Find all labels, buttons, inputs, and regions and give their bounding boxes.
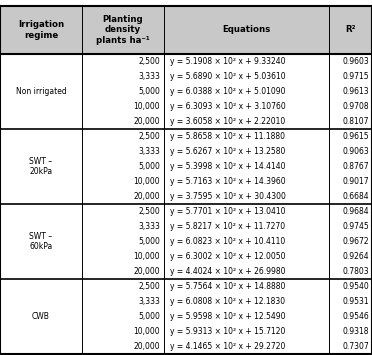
Text: y = 5.6267 × 10² x + 13.2580: y = 5.6267 × 10² x + 13.2580 (170, 147, 285, 156)
Text: 5,000: 5,000 (138, 87, 160, 96)
Text: 10,000: 10,000 (134, 177, 160, 186)
Text: y = 3.7595 × 10² x + 30.4300: y = 3.7595 × 10² x + 30.4300 (170, 192, 286, 201)
Text: 0.9708: 0.9708 (342, 102, 369, 111)
Text: 20,000: 20,000 (134, 192, 160, 201)
Text: 0.7803: 0.7803 (342, 267, 369, 276)
Text: 0.9264: 0.9264 (342, 252, 369, 261)
Text: Irrigation
regime: Irrigation regime (18, 20, 64, 40)
Text: Planting
density
plants ha⁻¹: Planting density plants ha⁻¹ (96, 15, 150, 45)
Text: 10,000: 10,000 (134, 102, 160, 111)
Text: y = 5.7564 × 10² x + 14.8880: y = 5.7564 × 10² x + 14.8880 (170, 282, 285, 291)
Text: 0.9613: 0.9613 (342, 87, 369, 96)
Text: y = 5.9598 × 10² x + 12.5490: y = 5.9598 × 10² x + 12.5490 (170, 312, 285, 321)
Text: y = 5.6890 × 10² x + 5.03610: y = 5.6890 × 10² x + 5.03610 (170, 72, 286, 81)
Text: 20,000: 20,000 (134, 117, 160, 126)
Text: 10,000: 10,000 (134, 252, 160, 261)
Text: y = 3.6058 × 10² x + 2.22010: y = 3.6058 × 10² x + 2.22010 (170, 117, 285, 126)
Text: 0.9715: 0.9715 (342, 72, 369, 81)
Text: SWT –
60kPa: SWT – 60kPa (29, 232, 52, 251)
Text: SWT –
20kPa: SWT – 20kPa (29, 157, 52, 176)
Text: 0.7307: 0.7307 (342, 342, 369, 351)
Text: 3,333: 3,333 (138, 222, 160, 231)
Text: 20,000: 20,000 (134, 267, 160, 276)
Text: y = 6.3002 × 10² x + 12.0050: y = 6.3002 × 10² x + 12.0050 (170, 252, 285, 261)
Text: 5,000: 5,000 (138, 312, 160, 321)
Text: Non irrigated: Non irrigated (16, 87, 66, 96)
Text: 0.9531: 0.9531 (342, 297, 369, 306)
Text: y = 5.7163 × 10² x + 14.3960: y = 5.7163 × 10² x + 14.3960 (170, 177, 286, 186)
Text: 0.9745: 0.9745 (342, 222, 369, 231)
Text: y = 4.1465 × 10² x + 29.2720: y = 4.1465 × 10² x + 29.2720 (170, 342, 285, 351)
Text: 0.9615: 0.9615 (342, 132, 369, 141)
Text: 0.9603: 0.9603 (342, 57, 369, 66)
Text: 2,500: 2,500 (138, 57, 160, 66)
Text: y = 5.3998 × 10² x + 14.4140: y = 5.3998 × 10² x + 14.4140 (170, 162, 285, 171)
Text: CWB: CWB (32, 312, 50, 321)
Text: 2,500: 2,500 (138, 282, 160, 291)
Text: 0.9017: 0.9017 (342, 177, 369, 186)
Text: 10,000: 10,000 (134, 327, 160, 336)
Text: 0.9546: 0.9546 (342, 312, 369, 321)
Text: 0.8767: 0.8767 (342, 162, 369, 171)
Text: y = 4.4024 × 10² x + 26.9980: y = 4.4024 × 10² x + 26.9980 (170, 267, 285, 276)
Bar (0, 6, 372, 54)
Text: 5,000: 5,000 (138, 237, 160, 246)
Text: 20,000: 20,000 (134, 342, 160, 351)
Text: 2,500: 2,500 (138, 132, 160, 141)
Text: 0.9672: 0.9672 (342, 237, 369, 246)
Text: y = 5.7701 × 10² x + 13.0410: y = 5.7701 × 10² x + 13.0410 (170, 207, 285, 216)
Text: 3,333: 3,333 (138, 72, 160, 81)
Text: 2,500: 2,500 (138, 207, 160, 216)
Text: 0.9540: 0.9540 (342, 282, 369, 291)
Text: y = 6.3093 × 10² x + 3.10760: y = 6.3093 × 10² x + 3.10760 (170, 102, 286, 111)
Text: 0.9063: 0.9063 (342, 147, 369, 156)
Text: 5,000: 5,000 (138, 162, 160, 171)
Text: y = 6.0388 × 10² x + 5.01090: y = 6.0388 × 10² x + 5.01090 (170, 87, 285, 96)
Text: y = 6.0823 × 10² x + 10.4110: y = 6.0823 × 10² x + 10.4110 (170, 237, 285, 246)
Text: y = 5.9313 × 10² x + 15.7120: y = 5.9313 × 10² x + 15.7120 (170, 327, 285, 336)
Text: y = 6.0808 × 10² x + 12.1830: y = 6.0808 × 10² x + 12.1830 (170, 297, 285, 306)
Text: Equations: Equations (222, 26, 270, 34)
Text: 0.9684: 0.9684 (342, 207, 369, 216)
Text: y = 5.8658 × 10² x + 11.1880: y = 5.8658 × 10² x + 11.1880 (170, 132, 285, 141)
Text: 0.8107: 0.8107 (343, 117, 369, 126)
Text: R²: R² (345, 26, 356, 34)
Text: 3,333: 3,333 (138, 147, 160, 156)
Text: y = 5.1908 × 10² x + 9.33240: y = 5.1908 × 10² x + 9.33240 (170, 57, 285, 66)
Text: 0.9318: 0.9318 (343, 327, 369, 336)
Text: 0.6684: 0.6684 (342, 192, 369, 201)
Text: y = 5.8217 × 10² x + 11.7270: y = 5.8217 × 10² x + 11.7270 (170, 222, 285, 231)
Text: 3,333: 3,333 (138, 297, 160, 306)
